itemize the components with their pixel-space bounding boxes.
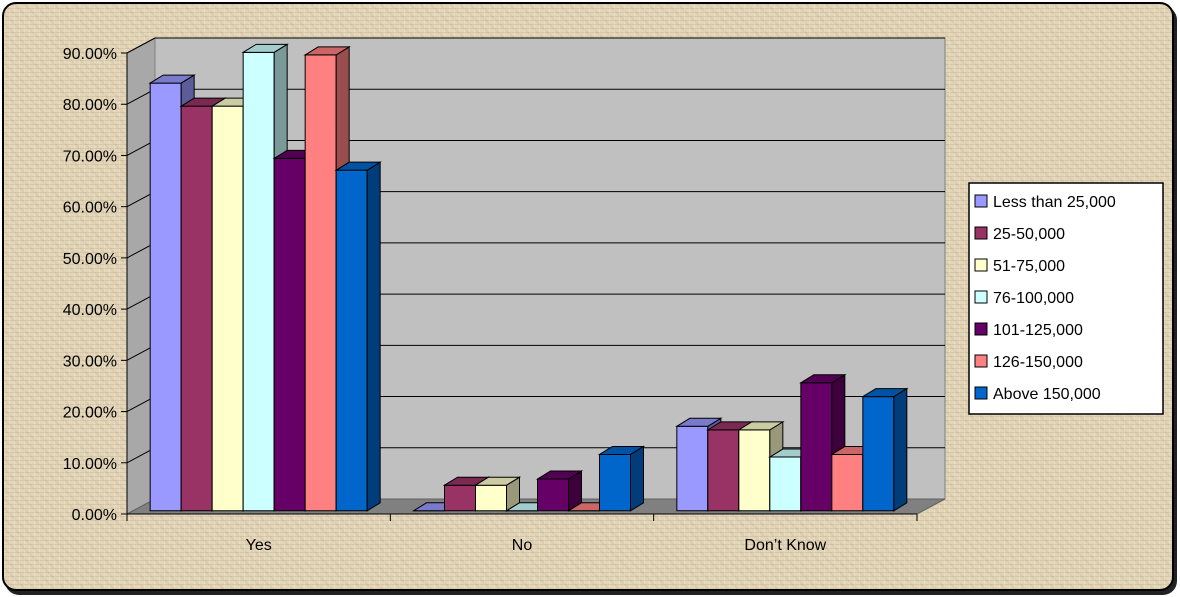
bar-front — [211, 105, 244, 512]
y-tick-label: 80.00% — [63, 97, 117, 114]
legend-box — [968, 182, 1164, 415]
legend-swatch — [974, 354, 988, 368]
chart-frame: 0.00% 10.00% 20.00% 30.00% 40.00% 50.00% 60.00… — [2, 2, 1174, 591]
bar-side — [893, 387, 908, 512]
bar-front — [180, 105, 213, 512]
x-tick-label: Don’t Know — [744, 537, 826, 554]
y-tick-label: 60.00% — [63, 200, 117, 217]
bar — [535, 470, 584, 512]
legend-label: 76-100,000 — [993, 290, 1074, 307]
bar-top — [675, 417, 723, 427]
bar-top — [241, 43, 289, 53]
y-tick-label: 40.00% — [63, 302, 117, 319]
bar-front — [676, 425, 709, 512]
bar-front — [475, 484, 507, 512]
bar-top — [597, 445, 646, 455]
bar — [861, 387, 909, 512]
bar — [473, 476, 522, 512]
legend-label: Less than 25,000 — [993, 194, 1116, 211]
bar-front — [800, 382, 833, 512]
bar-chart: 0.00% 10.00% 20.00% 30.00% 40.00% 50.00% 60.00… — [63, 37, 1164, 554]
legend-swatch — [974, 290, 988, 304]
legend-swatch — [974, 386, 988, 400]
bar-top — [148, 74, 196, 84]
bar-top — [334, 161, 382, 171]
legend-label: 51-75,000 — [993, 258, 1065, 275]
bar-top — [799, 374, 847, 384]
bar — [334, 161, 382, 512]
y-tick-label: 30.00% — [63, 353, 117, 370]
bar-front — [304, 54, 337, 512]
bar-front — [335, 169, 368, 512]
legend-label: Above 150,000 — [993, 386, 1101, 403]
legend-swatch — [974, 258, 988, 272]
bar-front — [444, 484, 476, 512]
bar — [597, 445, 646, 512]
bar-front — [537, 478, 569, 512]
bar-front — [769, 456, 802, 512]
bar-front — [707, 429, 740, 512]
legend-label: 25-50,000 — [993, 226, 1065, 243]
bar-top — [737, 421, 785, 431]
bar-front — [149, 82, 182, 512]
bar-side — [630, 445, 644, 512]
y-tick-label: 10.00% — [63, 456, 117, 473]
bar-front — [242, 51, 275, 512]
legend-swatch — [974, 322, 988, 336]
bar-front — [273, 157, 306, 512]
bar-top — [861, 388, 909, 398]
bar-top — [535, 470, 584, 480]
y-tick-label: 90.00% — [63, 46, 117, 63]
bar-front — [599, 453, 631, 512]
legend-swatch — [974, 226, 988, 240]
legend-swatch — [974, 194, 988, 208]
bar-front — [862, 396, 895, 512]
y-tick-label: 70.00% — [63, 148, 117, 165]
legend-label: 126-150,000 — [993, 354, 1083, 371]
bar-side — [366, 161, 381, 512]
bar-top — [473, 476, 522, 486]
bar-front — [831, 453, 864, 512]
y-tick-label: 20.00% — [63, 405, 117, 422]
y-tick-label: 50.00% — [63, 251, 117, 268]
bar-front — [738, 429, 771, 512]
y-tick-label: 0.00% — [72, 507, 117, 524]
gridline-side — [126, 37, 156, 54]
bar-top — [303, 46, 351, 56]
x-tick-label: Yes — [246, 537, 272, 554]
legend-label: 101-125,000 — [993, 322, 1083, 339]
x-tick-label: No — [512, 537, 533, 554]
